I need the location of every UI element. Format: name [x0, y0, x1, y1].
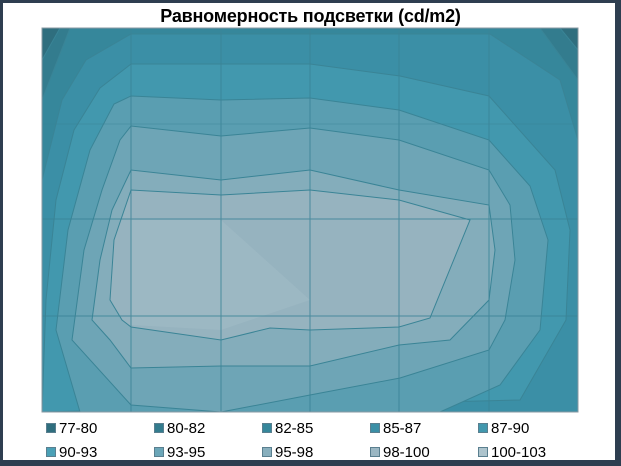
- legend-swatch-icon: [262, 423, 272, 433]
- legend-swatch-icon: [262, 447, 272, 457]
- chart-title: Равномерность подсветки (cd/m2): [160, 6, 461, 26]
- legend-swatch-icon: [154, 447, 164, 457]
- legend-label: 77-80: [59, 419, 98, 437]
- legend-item: 77-80: [46, 418, 154, 438]
- legend: 77-80 80-82 82-85 85-87 87-90 90-93 93-9…: [46, 418, 586, 462]
- legend-label: 100-103: [491, 443, 547, 461]
- legend-swatch-icon: [46, 447, 56, 457]
- legend-label: 90-93: [59, 443, 98, 461]
- legend-swatch-icon: [370, 447, 380, 457]
- legend-label: 95-98: [275, 443, 314, 461]
- legend-item: 85-87: [370, 418, 478, 438]
- legend-label: 80-82: [167, 419, 206, 437]
- legend-swatch-icon: [478, 447, 488, 457]
- legend-label: 85-87: [383, 419, 422, 437]
- legend-label: 93-95: [167, 443, 206, 461]
- legend-item: 95-98: [262, 442, 370, 462]
- legend-swatch-icon: [154, 423, 164, 433]
- legend-swatch-icon: [370, 423, 380, 433]
- legend-item: 93-95: [154, 442, 262, 462]
- legend-label: 82-85: [275, 419, 314, 437]
- grid-lines: [42, 28, 578, 412]
- legend-label: 87-90: [491, 419, 530, 437]
- legend-item: 98-100: [370, 442, 478, 462]
- legend-label: 98-100: [383, 443, 430, 461]
- legend-item: 82-85: [262, 418, 370, 438]
- legend-item: 90-93: [46, 442, 154, 462]
- legend-item: 87-90: [478, 418, 586, 438]
- legend-item: 100-103: [478, 442, 586, 462]
- legend-swatch-icon: [478, 423, 488, 433]
- legend-item: 80-82: [154, 418, 262, 438]
- legend-swatch-icon: [46, 423, 56, 433]
